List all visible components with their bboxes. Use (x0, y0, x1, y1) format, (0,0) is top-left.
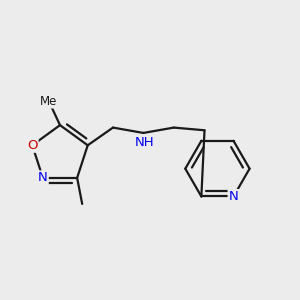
Text: O: O (27, 139, 38, 152)
Text: Me: Me (40, 94, 58, 108)
Text: NH: NH (134, 136, 154, 149)
Text: N: N (229, 190, 238, 203)
Text: N: N (38, 171, 48, 184)
